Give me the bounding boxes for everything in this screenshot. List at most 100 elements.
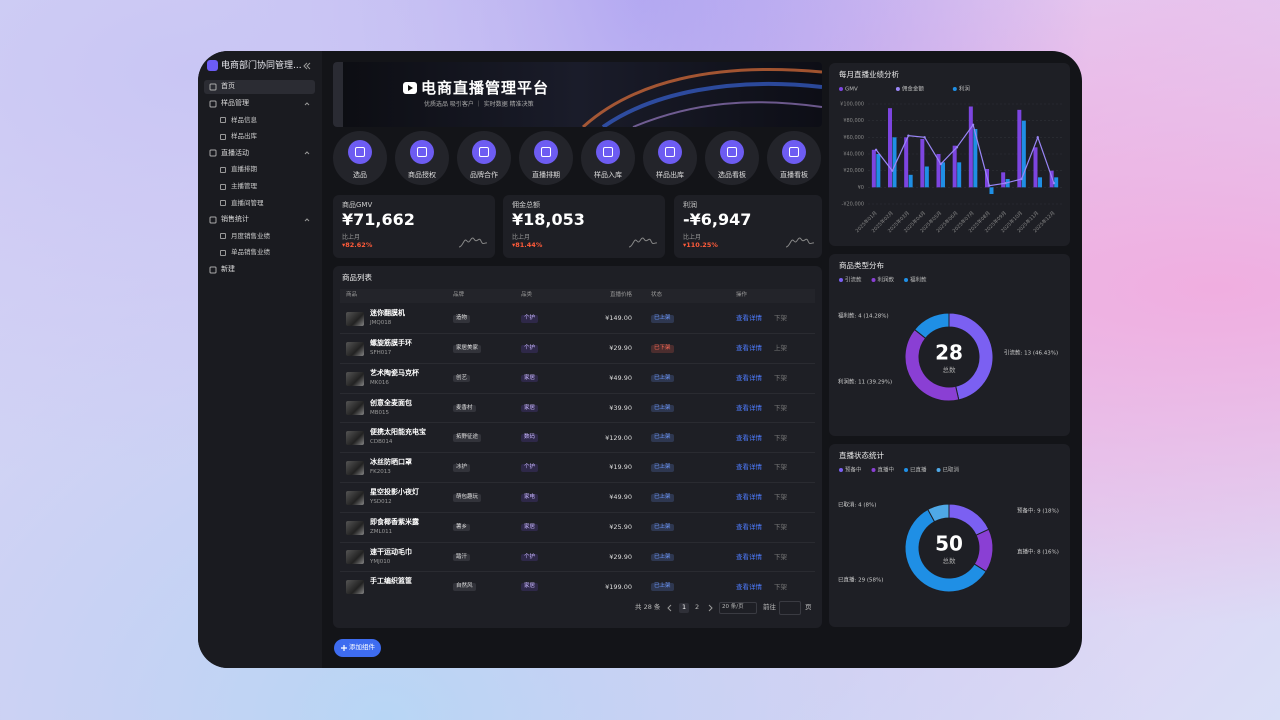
submenu-item[interactable]: 直播间管理 [231, 198, 264, 207]
toggle-link[interactable]: 下架 [774, 582, 787, 591]
kpi-compare: 比上月 [683, 233, 702, 241]
toggle-link[interactable]: 下架 [774, 493, 787, 502]
submenu-item[interactable]: 主播管理 [231, 182, 257, 191]
legend-dot [871, 468, 876, 472]
add-button-label[interactable]: 添加组件 [349, 643, 375, 652]
page-size-box[interactable] [719, 602, 757, 614]
arrow [708, 604, 713, 612]
icon-shape [209, 216, 217, 224]
product-name: 手工编织篮筐 [370, 577, 412, 586]
shortcut-glyph [727, 147, 737, 157]
shortcut-label[interactable]: 选品看板 [718, 171, 746, 179]
sparkline [786, 237, 814, 248]
shortcut-icon [410, 140, 434, 164]
shortcut-glyph [355, 147, 365, 157]
expand-chevron[interactable] [304, 217, 310, 223]
line-point [1004, 181, 1007, 185]
bar [1054, 177, 1059, 188]
detail-link[interactable]: 查看详情 [736, 463, 762, 472]
collapse-icon[interactable] [303, 62, 311, 70]
next-page[interactable] [708, 604, 714, 612]
detail-link[interactable]: 查看详情 [736, 433, 762, 442]
sparkline-path [786, 237, 814, 248]
category-tag: 家居 [521, 523, 539, 532]
product-thumb [346, 550, 364, 565]
bar [904, 137, 909, 188]
shortcut-label[interactable]: 样品入库 [594, 171, 622, 179]
y-tick-label: ¥60,000 [843, 135, 864, 141]
product-code: MK016 [370, 379, 389, 386]
product-code: YMJ010 [370, 558, 391, 565]
toggle-link[interactable]: 上架 [774, 344, 787, 353]
shortcut-label[interactable]: 商品授权 [408, 171, 436, 179]
detail-link[interactable]: 查看详情 [736, 493, 762, 502]
kpi-change: ▾110.25% [683, 241, 718, 250]
shortcut-label[interactable]: 样品出库 [656, 171, 684, 179]
brand-tag: 萌包趣玩 [453, 493, 482, 502]
brand-tag: 踏汗 [453, 553, 471, 562]
submenu-item[interactable]: 样品信息 [231, 115, 257, 124]
category-tag: 家居 [521, 404, 539, 413]
toggle-link[interactable]: 下架 [774, 552, 787, 561]
slice-label: 福利款: 4 (14.28%) [838, 312, 889, 320]
toggle-link[interactable]: 下架 [774, 314, 787, 323]
shortcut-label[interactable]: 品牌合作 [470, 171, 498, 179]
detail-link[interactable]: 查看详情 [736, 523, 762, 532]
submenu-item[interactable]: 直播排期 [231, 165, 257, 174]
detail-link[interactable]: 查看详情 [736, 582, 762, 591]
status-badge: 已上架 [651, 404, 674, 413]
toggle-link[interactable]: 下架 [774, 523, 787, 532]
menu-active-bg [204, 80, 315, 94]
banner-art [333, 62, 822, 127]
menu-item[interactable]: 新建 [221, 264, 235, 273]
submenu-item[interactable]: 月度销售业绩 [231, 231, 270, 240]
bar [1021, 120, 1026, 188]
shortcut-label[interactable]: 选品 [353, 171, 367, 179]
status-badge: 已上架 [651, 493, 674, 502]
chart-card [829, 444, 1070, 627]
play-icon [403, 82, 417, 94]
legend-label: GMV [845, 87, 858, 93]
menu-icon [209, 216, 217, 224]
line-point [923, 136, 926, 139]
page-number[interactable]: 1 [682, 603, 687, 612]
shortcut-label[interactable]: 直播排期 [532, 171, 560, 179]
category-tag: 家电 [521, 493, 539, 502]
detail-link[interactable]: 查看详情 [736, 344, 762, 353]
column-header: 操作 [736, 292, 748, 299]
detail-link[interactable]: 查看详情 [736, 552, 762, 561]
submenu-item[interactable]: 样品出库 [231, 132, 257, 141]
detail-link[interactable]: 查看详情 [736, 403, 762, 412]
detail-link[interactable]: 查看详情 [736, 314, 762, 323]
detail-link[interactable]: 查看详情 [736, 374, 762, 383]
page-number[interactable]: 2 [695, 603, 700, 612]
shortcut-label[interactable]: 直播看板 [780, 171, 808, 179]
toggle-link[interactable]: 下架 [774, 374, 787, 383]
toggle-link[interactable]: 下架 [774, 403, 787, 412]
legend-label: 利润 [959, 85, 971, 93]
kpi-compare: 比上月 [342, 233, 361, 241]
submenu-icon [220, 133, 226, 140]
add-button[interactable] [334, 639, 381, 657]
menu-item[interactable]: 样品管理 [221, 98, 249, 107]
expand-chevron[interactable] [304, 101, 310, 107]
toggle-link[interactable]: 下架 [774, 433, 787, 442]
prev-page[interactable] [667, 604, 673, 612]
shortcut-icon [720, 140, 744, 164]
legend-label: 佣金金额 [902, 85, 925, 93]
banner-title: 电商直播管理平台 [421, 78, 550, 97]
menu-item[interactable]: 直播活动 [221, 148, 249, 157]
menu-item[interactable]: 首页 [221, 82, 235, 91]
goto-input[interactable] [779, 601, 801, 615]
expand-chevron[interactable] [304, 150, 310, 156]
brand-tag: 薯乡 [453, 523, 471, 532]
legend-label: 已直播 [910, 466, 927, 474]
product-name: 冰丝防晒口罩 [370, 458, 412, 467]
menu-item[interactable]: 销售统计 [221, 214, 249, 223]
price: ¥29.90 [609, 344, 632, 353]
toggle-link[interactable]: 下架 [774, 463, 787, 472]
kpi-value: ¥71,662 [342, 209, 415, 229]
submenu-item[interactable]: 单品销售业绩 [231, 248, 270, 257]
sparkline-path [629, 237, 657, 248]
table-body: 迷你翻膜机 JMQ018 造物 个护 ¥149.00 已上架 查看详情 下架 螺旋筋膜手环 SFH… [0, 304, 1280, 594]
